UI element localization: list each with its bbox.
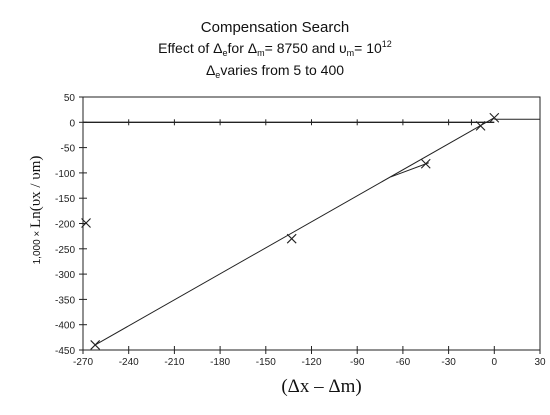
chart-range-note: Δevaries from 5 to 400 — [205, 62, 345, 80]
x-tick-label: 30 — [534, 357, 546, 368]
y-tick-label: -350 — [55, 295, 75, 306]
x-tick-label: -210 — [164, 357, 184, 368]
plot-frame — [82, 96, 541, 351]
x-tick-label: -60 — [396, 357, 411, 368]
x-tick-label: -150 — [256, 357, 276, 368]
x-tick-label: 0 — [492, 357, 498, 368]
data-point — [420, 158, 431, 169]
y-tick-label: -450 — [55, 346, 75, 357]
y-tick-label: 50 — [64, 93, 76, 104]
x-tick-label: -180 — [210, 357, 230, 368]
fit-line — [94, 117, 495, 346]
x-tick-label: -30 — [441, 357, 456, 368]
chart-subtitle: Effect of Δefor Δm= 8750 and υm= 1012 — [158, 39, 392, 58]
y-axis-label: 1,000 × Ln(υx / υm) — [28, 156, 44, 265]
data-point — [81, 218, 91, 228]
y-tick-label: -50 — [61, 144, 76, 155]
data-point — [475, 120, 486, 131]
y-tick-label: -200 — [55, 220, 75, 231]
side-segment — [390, 162, 429, 178]
chart-title: Compensation Search — [200, 19, 350, 36]
y-tick-label: -150 — [55, 194, 75, 205]
x-tick-label: -120 — [301, 357, 321, 368]
data-point — [489, 112, 500, 123]
y-tick-label: -100 — [55, 169, 75, 180]
y-tick-label: -300 — [55, 270, 75, 281]
x-tick-label: -270 — [73, 357, 93, 368]
y-tick-label: 0 — [69, 118, 75, 129]
x-tick-label: -90 — [350, 357, 365, 368]
y-tick-label: -400 — [55, 321, 75, 332]
data-point — [286, 233, 297, 244]
y-tick-label: -250 — [55, 245, 75, 256]
x-tick-label: -240 — [119, 357, 139, 368]
x-axis-label: (Δx – Δm) — [281, 376, 361, 397]
data-point — [90, 340, 101, 350]
